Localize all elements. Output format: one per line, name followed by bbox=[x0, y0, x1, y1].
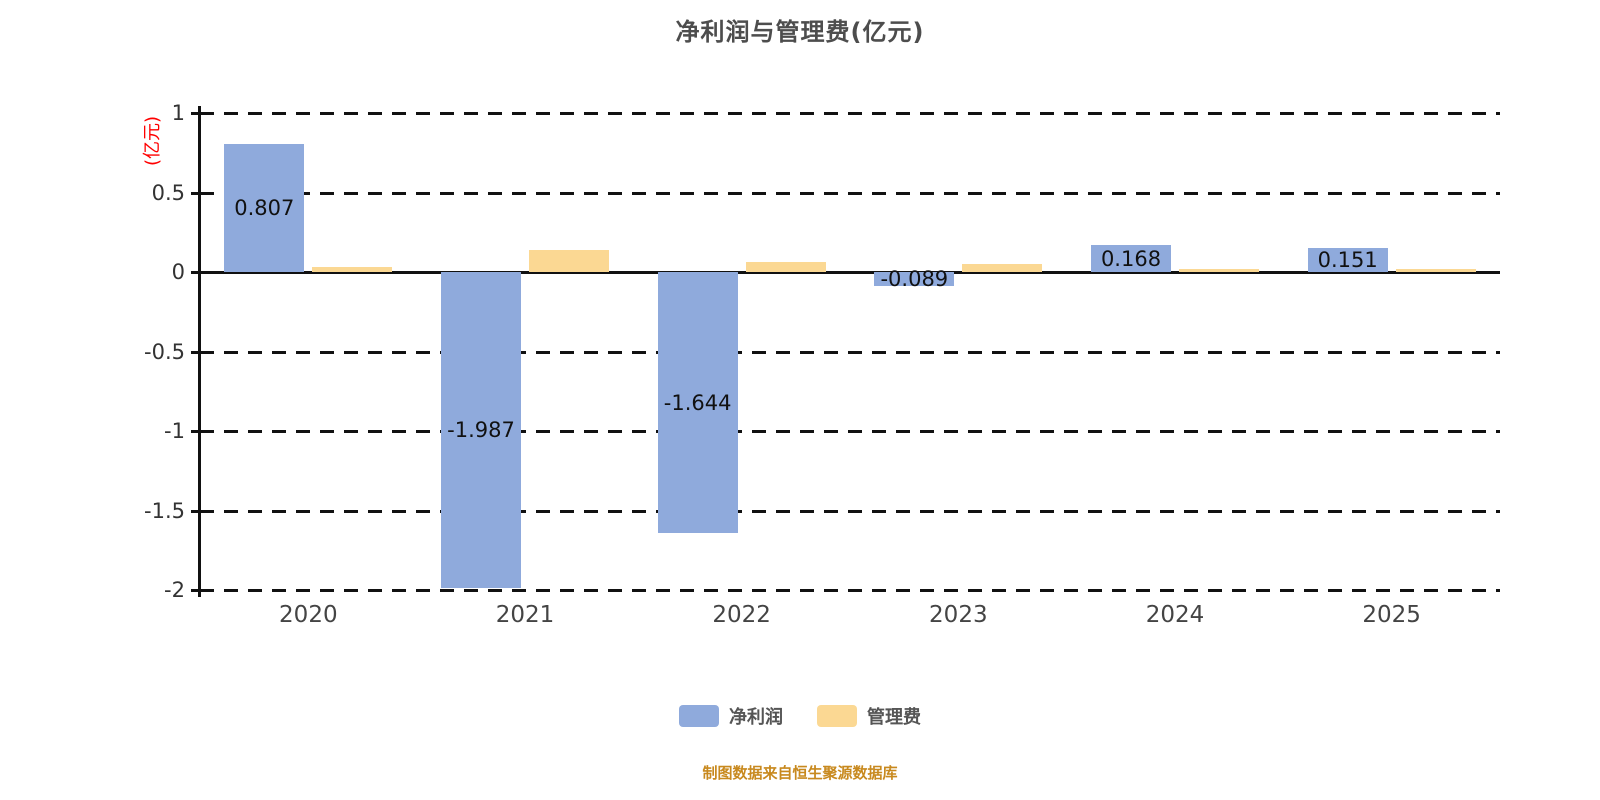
x-tick-label-2025: 2025 bbox=[1362, 602, 1421, 628]
gridline bbox=[200, 589, 1500, 592]
bar-value-label-net-profit-2020: 0.807 bbox=[234, 195, 295, 220]
x-tick-label-2023: 2023 bbox=[929, 602, 988, 628]
bar-management-fee-2021 bbox=[529, 249, 609, 272]
x-tick-label-2022: 2022 bbox=[712, 602, 771, 628]
gridline bbox=[200, 430, 1500, 433]
y-axis-line bbox=[198, 106, 201, 597]
bar-management-fee-2024 bbox=[1179, 268, 1259, 272]
y-tick-label: -0.5 bbox=[144, 339, 185, 364]
gridline bbox=[200, 509, 1500, 513]
x-tick-label-2024: 2024 bbox=[1145, 602, 1205, 628]
bar-net-profit-2022 bbox=[657, 272, 738, 534]
gridline bbox=[200, 112, 1500, 115]
bar-value-label-net-profit-2024: 0.168 bbox=[1100, 246, 1162, 271]
legend-label-net-profit: 净利润 bbox=[729, 707, 783, 728]
y-tick-label: -1 bbox=[164, 419, 185, 443]
bar-management-fee-2025 bbox=[1395, 268, 1476, 272]
chart-title: 净利润与管理费(亿元) bbox=[675, 18, 925, 46]
plot-area: 0.807 -1.987 -1.644 -0.089 0.168 0.151 bbox=[200, 112, 1500, 592]
y-tick-label: -2 bbox=[164, 578, 185, 602]
bar-net-profit-2024 bbox=[1091, 245, 1171, 272]
y-tick-mark bbox=[191, 112, 199, 115]
bar-management-fee-2022 bbox=[745, 262, 826, 272]
bar-net-profit-2025 bbox=[1307, 247, 1388, 272]
zero-axis-line bbox=[200, 271, 1500, 274]
gridline bbox=[200, 191, 1500, 195]
bar-value-label-net-profit-2021: -1.987 bbox=[447, 417, 515, 442]
gridline bbox=[200, 350, 1500, 354]
bar-value-label-net-profit-2025: 0.151 bbox=[1317, 247, 1378, 272]
y-tick-mark bbox=[191, 350, 199, 354]
legend-swatch-management-fee bbox=[817, 705, 857, 727]
y-tick-mark bbox=[191, 271, 199, 274]
bar-net-profit-2020 bbox=[224, 143, 305, 272]
y-tick-mark bbox=[191, 191, 199, 195]
x-tick-label-2020: 2020 bbox=[279, 602, 338, 628]
bar-value-label-net-profit-2022: -1.644 bbox=[663, 390, 732, 415]
y-tick-label: -1.5 bbox=[144, 498, 185, 523]
legend-item-management-fee[interactable]: 管理费 bbox=[817, 703, 921, 729]
y-tick-label: 0.5 bbox=[151, 180, 185, 205]
bar-net-profit-2021 bbox=[441, 272, 521, 588]
y-tick-mark bbox=[191, 589, 199, 592]
y-tick-label: 0 bbox=[171, 260, 185, 284]
data-source-note: 制图数据来自恒生聚源数据库 bbox=[702, 764, 898, 782]
bar-value-label-net-profit-2023: -0.089 bbox=[880, 267, 949, 292]
legend-label-management-fee: 管理费 bbox=[867, 707, 921, 728]
x-tick-label-2021: 2021 bbox=[495, 602, 555, 628]
y-tick-mark bbox=[191, 509, 199, 513]
legend: 净利润 管理费 bbox=[0, 703, 1600, 729]
legend-item-net-profit[interactable]: 净利润 bbox=[679, 703, 783, 729]
y-tick-mark bbox=[191, 430, 199, 433]
legend-swatch-net-profit bbox=[679, 705, 719, 727]
bar-management-fee-2020 bbox=[312, 267, 393, 272]
bar-net-profit-2023 bbox=[874, 272, 955, 287]
y-tick-label: 1 bbox=[171, 101, 185, 125]
bar-management-fee-2023 bbox=[962, 264, 1043, 272]
